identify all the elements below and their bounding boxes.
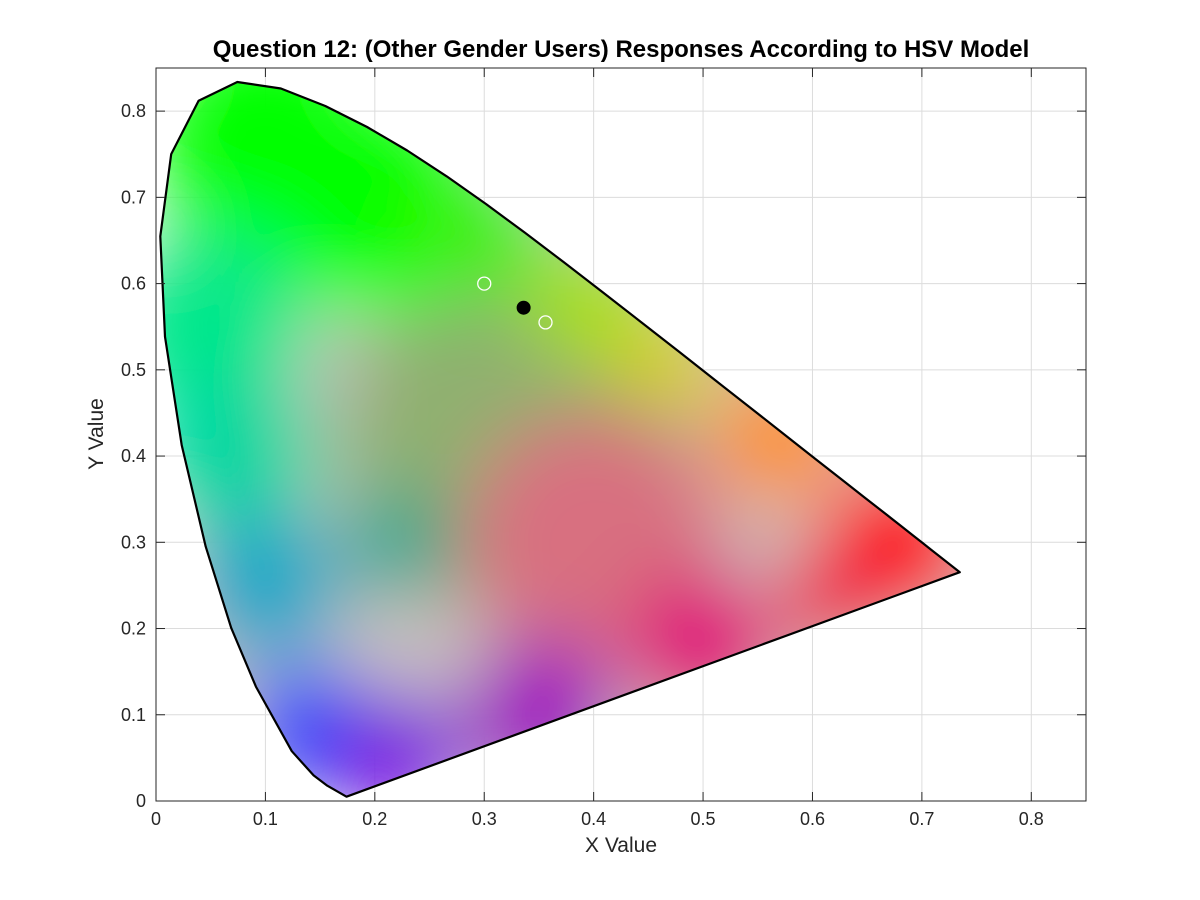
y-tick-label: 0.8 xyxy=(121,101,146,121)
axes-box xyxy=(155,67,1087,802)
gamut-color-blob xyxy=(331,692,463,797)
y-tick-label: 0 xyxy=(136,791,146,811)
y-tick-label: 0.7 xyxy=(121,187,146,207)
x-tick-label: 0.1 xyxy=(253,809,278,829)
y-tick-label: 0.6 xyxy=(121,274,146,294)
y-tick-label: 0.2 xyxy=(121,619,146,639)
x-tick-label: 0.8 xyxy=(1019,809,1044,829)
x-tick-label: 0.5 xyxy=(691,809,716,829)
x-tick-label: 0.7 xyxy=(909,809,934,829)
y-axis-label: Y Value xyxy=(85,398,108,470)
gamut-color-blob xyxy=(342,487,452,597)
response-point xyxy=(538,315,553,330)
x-tick-labels: 0 0.1 0.2 0.3 0.4 0.5 0.6 0.7 0.8 xyxy=(151,809,1044,829)
x-tick-label: 0 xyxy=(151,809,161,829)
y-tick-label: 0.5 xyxy=(121,360,146,380)
y-tick-label: 0.4 xyxy=(121,446,146,466)
mean-response-point xyxy=(516,300,531,315)
x-axis-label: X Value xyxy=(585,834,657,857)
x-tick-label: 0.4 xyxy=(581,809,606,829)
x-tick-label: 0.2 xyxy=(362,809,387,829)
ticks xyxy=(155,68,1086,802)
x-tick-label: 0.3 xyxy=(472,809,497,829)
response-point xyxy=(477,276,492,291)
y-tick-label: 0.1 xyxy=(121,705,146,725)
x-tick-label: 0.6 xyxy=(800,809,825,829)
chart-title: Question 12: (Other Gender Users) Respon… xyxy=(213,36,1030,63)
y-tick-label: 0.3 xyxy=(121,532,146,552)
data-points xyxy=(477,276,553,330)
spectral-locus-outline xyxy=(159,80,961,798)
y-tick-labels: 0 0.1 0.2 0.3 0.4 0.5 0.6 0.7 0.8 xyxy=(121,101,146,811)
